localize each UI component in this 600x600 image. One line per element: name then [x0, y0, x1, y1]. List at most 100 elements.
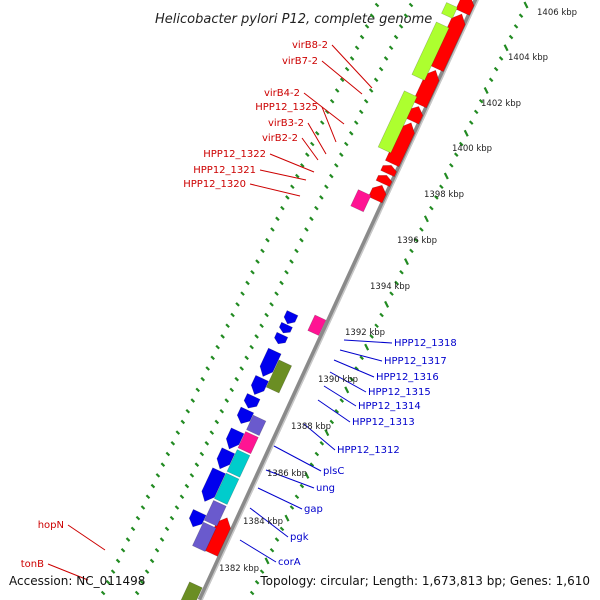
scale-tick [169, 515, 175, 521]
scale-tick [245, 280, 250, 286]
scale-tick [503, 44, 509, 52]
scale-tick [423, 215, 429, 223]
gene-label-forward: virB2-2 [262, 133, 298, 144]
scale-tick [299, 483, 305, 489]
gene-red [429, 13, 466, 72]
scale-tick [354, 366, 359, 371]
scale-tick [309, 462, 315, 467]
gene-label-reverse: HPP12_1317 [384, 356, 447, 367]
gene-violet [203, 499, 227, 527]
scale-tick [239, 366, 244, 371]
scale-tick [389, 291, 394, 296]
leader-line [259, 169, 307, 181]
leader-line [339, 349, 383, 362]
scale-tick [403, 13, 409, 18]
scale-tick [343, 141, 349, 147]
scale-tick [314, 451, 320, 457]
leader-line [67, 524, 106, 551]
scale-tick [249, 590, 255, 596]
scale-tick [134, 590, 140, 596]
leader-line [303, 92, 345, 125]
scale-tick [373, 77, 379, 83]
scale-tick [204, 441, 210, 446]
scale-tick [399, 269, 404, 275]
scale-tick [354, 45, 360, 51]
leader-line [321, 60, 363, 95]
scale-tick [443, 172, 449, 180]
scale-tick [304, 471, 310, 479]
scale-dots-inner-left [100, 2, 380, 596]
backbone-highlight [201, 0, 479, 600]
gene-blue [201, 467, 226, 502]
scale-tick [349, 56, 355, 61]
scale-tick [483, 87, 489, 95]
scale-tick [290, 184, 295, 190]
gene-magenta [307, 314, 327, 336]
scale-tick [174, 505, 180, 510]
scale-tick [249, 344, 254, 350]
accession-label: Accession: [9, 574, 73, 588]
scale-tick [384, 300, 390, 308]
scale-tick [190, 398, 196, 403]
scale-tick [259, 323, 264, 329]
scale-tick [105, 580, 111, 585]
gene-lime [377, 90, 418, 154]
scale-tick [199, 451, 205, 457]
scale-tick [235, 302, 240, 307]
scale-tick [393, 34, 399, 40]
scale-tick [329, 419, 335, 425]
scale-tick [180, 419, 186, 425]
gene-label-reverse: ung [316, 483, 335, 494]
leader-line [265, 469, 315, 489]
scale-tick [449, 163, 454, 168]
ticks-layer [100, 1, 529, 596]
scale-tick [314, 131, 320, 136]
scale-tick [259, 569, 265, 574]
leader-line [303, 423, 336, 451]
scale-tick [284, 269, 289, 275]
scale-tick [159, 537, 165, 542]
accession-value: NC_011498 [76, 574, 146, 588]
gene-label-reverse: corA [278, 557, 301, 568]
scale-tick [374, 323, 379, 329]
scale-tick [125, 537, 131, 542]
scale-tick [219, 408, 225, 414]
labels-layer: 1406 kbp 1404 kbp 1402 kbp 1400 kbp 1398 kbp… [21, 8, 577, 574]
scale-tick [145, 494, 151, 500]
scale-tick [383, 56, 389, 61]
scale-tick [319, 195, 324, 200]
scale-tick [274, 291, 279, 296]
scale-tick [454, 152, 459, 157]
scale-tick [434, 195, 439, 200]
scale-tick [473, 109, 479, 115]
scale-tick [244, 355, 249, 361]
scale-tick [194, 462, 200, 467]
scale-tick [144, 569, 150, 574]
leader-line [249, 507, 289, 538]
scale-tick [439, 184, 444, 190]
scale-tick-label: 1390 kbp [318, 375, 358, 385]
scale-tick-label: 1386 kbp [267, 469, 307, 479]
gene-blue [188, 509, 207, 528]
gene-violet [192, 521, 217, 552]
scale-tick [164, 526, 170, 532]
scale-tick [379, 312, 384, 318]
scale-tick [165, 451, 171, 457]
gene-label-forward: HPP12_1321 [193, 165, 256, 176]
gene-label-forward: HPP12_1325 [255, 102, 318, 113]
scale-tick-label: 1384 kbp [243, 517, 283, 527]
scale-tick [394, 280, 399, 286]
topology-value: circular [320, 574, 365, 588]
leader-line [333, 359, 375, 378]
gene-cyan [226, 449, 251, 478]
scale-tick-label: 1396 kbp [397, 236, 437, 246]
gene-blue [243, 393, 261, 409]
scale-tick [264, 557, 270, 565]
scale-tick [463, 129, 469, 137]
leader-line [317, 399, 351, 423]
scale-tick [120, 547, 126, 553]
scale-tick [289, 505, 295, 510]
scale-tick [210, 355, 215, 361]
scale-tick [285, 195, 290, 200]
scale-tick [348, 131, 354, 136]
